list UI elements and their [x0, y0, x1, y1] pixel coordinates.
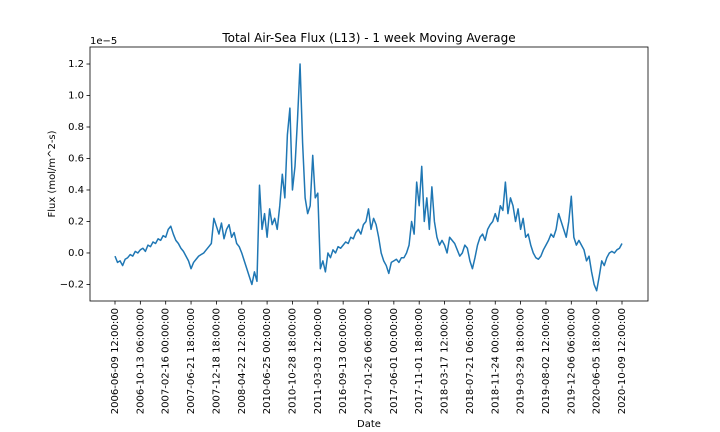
y-tick-label: 1.2 [68, 59, 84, 70]
x-tick-label: 2010-06-25 00:00:00 [262, 308, 273, 414]
x-axis-label: Date [357, 419, 381, 430]
x-tick-label: 2008-04-22 12:00:00 [237, 308, 248, 414]
data-line [114, 63, 623, 292]
y-tick-label: 0.2 [68, 216, 84, 227]
x-tick-label: 2019-03-29 18:00:00 [516, 308, 527, 414]
x-tick-label: 2019-08-02 12:00:00 [541, 308, 552, 414]
x-tick-label: 2017-01-26 06:00:00 [364, 308, 375, 414]
y-tick-label: 0.8 [68, 122, 84, 133]
x-tick-label: 2017-11-01 18:00:00 [414, 308, 425, 414]
x-tick-label: 2010-10-28 18:00:00 [287, 308, 298, 414]
x-tick-label: 2017-06-01 00:00:00 [389, 308, 400, 414]
y-tick-label: 0.6 [68, 153, 84, 164]
x-tick-label: 2006-10-13 06:00:00 [135, 308, 146, 414]
y-offset-label: 1e−5 [90, 36, 117, 47]
x-tick-label: 2018-03-17 12:00:00 [440, 308, 451, 414]
x-tick-label: 2007-12-18 18:00:00 [211, 308, 222, 414]
chart-title: Total Air-Sea Flux (L13) - 1 week Moving… [221, 31, 515, 45]
x-tick-label: 2018-07-21 06:00:00 [465, 308, 476, 414]
x-tick-label: 2007-02-16 00:00:00 [161, 308, 172, 414]
x-tick-label: 2006-06-09 12:00:00 [110, 308, 121, 414]
x-tick-label: 2007-06-21 18:00:00 [186, 308, 197, 414]
x-tick-label: 2020-10-09 12:00:00 [617, 308, 628, 414]
y-tick-label: −0.2 [60, 279, 84, 290]
y-tick-label: 0.4 [68, 185, 84, 196]
x-tick-label: 2016-09-13 00:00:00 [338, 308, 349, 414]
y-tick-label: 0.0 [68, 248, 84, 259]
plot-frame [89, 46, 649, 302]
x-tick-label: 2018-11-24 00:00:00 [490, 308, 501, 414]
x-tick-label: 2020-06-05 18:00:00 [592, 308, 603, 414]
y-axis-label: Flux (mol/m^2-s) [47, 130, 58, 217]
y-tick-label: 1.0 [68, 91, 84, 102]
x-tick-label: 2019-12-06 06:00:00 [566, 308, 577, 414]
x-tick-label: 2011-03-03 12:00:00 [313, 308, 324, 414]
